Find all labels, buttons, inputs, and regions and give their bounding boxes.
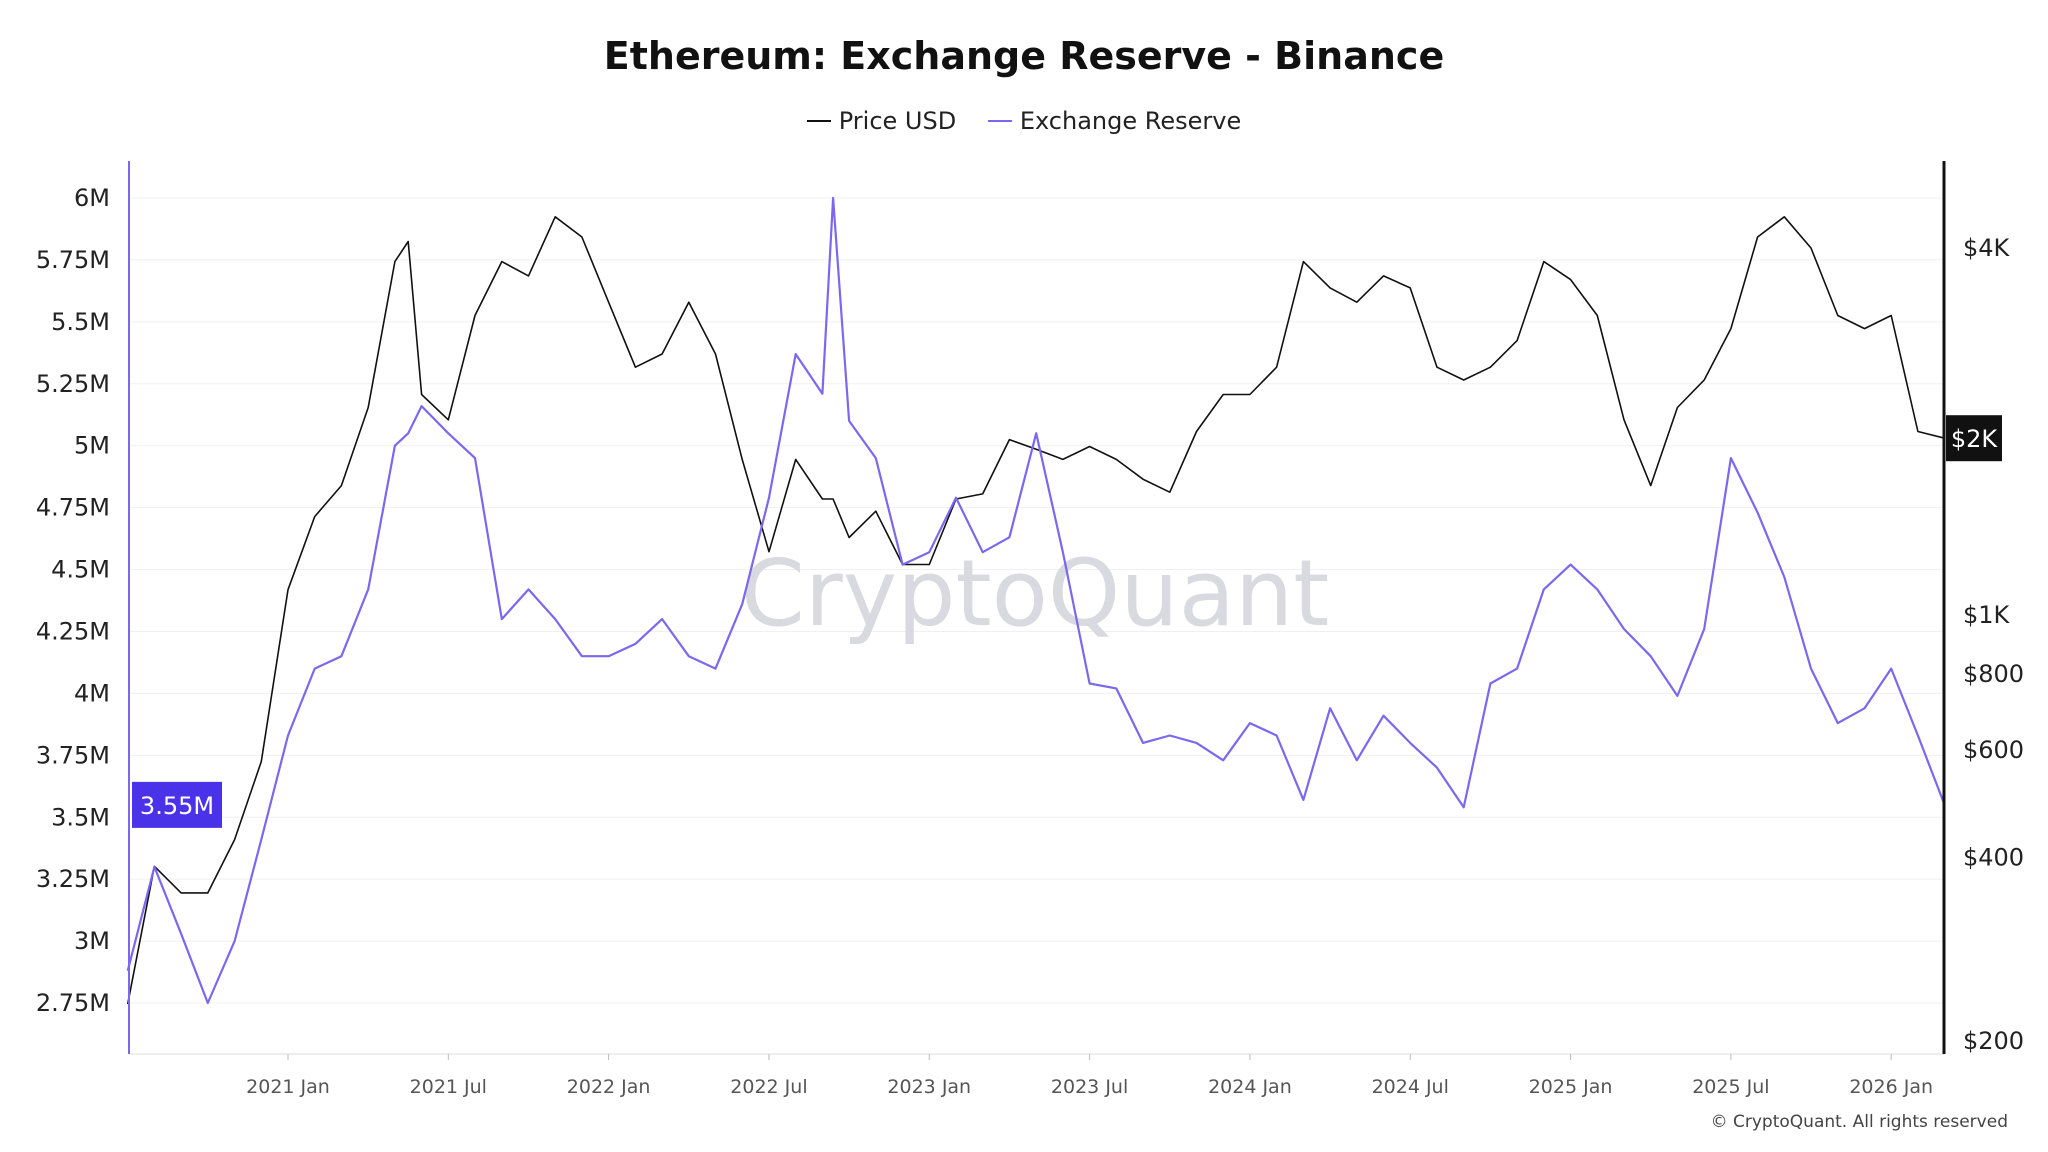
x-tick-label: 2024 Jan (1208, 1076, 1292, 1098)
left-tick-label: 4.75M (36, 494, 110, 522)
legend-label-reserve: Exchange Reserve (1019, 107, 1242, 135)
x-tick-label: 2025 Jan (1529, 1076, 1613, 1098)
left-tick-label: 5.25M (36, 370, 110, 398)
right-tick-label: $400 (1963, 844, 2024, 872)
current-price-label: $2K (1951, 425, 1999, 453)
right-tick-label: $800 (1963, 660, 2024, 688)
left-tick-label: 3M (74, 927, 110, 955)
left-tick-label: 3.25M (36, 865, 110, 893)
left-tick-label: 4.25M (36, 617, 110, 645)
x-tick-label: 2024 Jul (1372, 1076, 1449, 1098)
x-tick-label: 2025 Jul (1692, 1076, 1769, 1098)
x-tick-label: 2023 Jan (887, 1076, 971, 1098)
x-tick-label: 2021 Jul (410, 1076, 487, 1098)
left-tick-label: 4.5M (51, 556, 110, 584)
x-tick-label: 2022 Jul (730, 1076, 807, 1098)
left-tick-label: 2.75M (36, 989, 110, 1017)
current-reserve-label: 3.55M (140, 792, 214, 820)
current-reserve-badge (132, 781, 222, 828)
x-tick-label: 2021 Jan (246, 1076, 330, 1098)
chart-title: Ethereum: Exchange Reserve - Binance (603, 34, 1445, 78)
left-tick-label: 3.5M (51, 803, 110, 831)
price-line (126, 216, 1945, 1005)
left-tick-label: 5M (74, 432, 110, 460)
right-tick-label: $4K (1963, 234, 2011, 262)
reserve-line (126, 196, 1946, 1005)
legend-swatch-reserve (987, 120, 1012, 122)
left-tick-label: 6M (74, 184, 110, 212)
x-tick-label: 2022 Jan (567, 1076, 651, 1098)
legend: Price USD Exchange Reserve (0, 100, 2048, 135)
left-tick-label: 5.75M (36, 246, 110, 274)
left-tick-label: 5.5M (51, 308, 110, 336)
x-tick-label: 2023 Jul (1051, 1076, 1128, 1098)
copyright: © CryptoQuant. All rights reserved (1710, 1112, 2008, 1132)
left-tick-label: 4M (74, 679, 110, 707)
x-tick-label: 2026 Jan (1849, 1076, 1933, 1098)
watermark-logo: CryptoQuant (741, 540, 1330, 647)
current-price-badge (1946, 415, 2002, 462)
legend-label-price: Price USD (838, 107, 957, 135)
legend-item-reserve[interactable]: Exchange Reserve (987, 107, 1242, 135)
right-tick-label: $200 (1963, 1027, 2024, 1055)
right-tick-label: $600 (1963, 736, 2024, 764)
right-tick-label: $1K (1963, 601, 2011, 629)
legend-swatch-price (806, 120, 831, 122)
left-tick-label: 3.75M (36, 741, 110, 769)
legend-item-price[interactable]: Price USD (806, 107, 957, 135)
